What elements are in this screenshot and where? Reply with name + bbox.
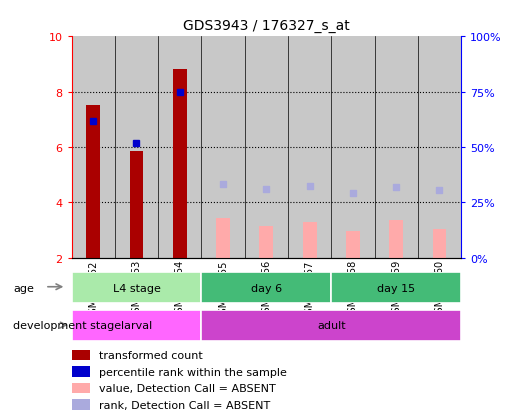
Bar — [115, 37, 158, 258]
Text: L4 stage: L4 stage — [112, 283, 161, 293]
Bar — [375, 37, 418, 258]
Text: value, Detection Call = ABSENT: value, Detection Call = ABSENT — [99, 383, 276, 393]
Text: day 15: day 15 — [377, 283, 415, 293]
Bar — [432, 229, 446, 258]
Bar — [303, 222, 316, 258]
Bar — [72, 37, 115, 258]
Text: percentile rank within the sample: percentile rank within the sample — [99, 367, 287, 377]
Bar — [245, 37, 288, 258]
Text: rank, Detection Call = ABSENT: rank, Detection Call = ABSENT — [99, 400, 270, 410]
Bar — [201, 310, 461, 341]
Bar — [418, 37, 461, 258]
Text: development stage: development stage — [13, 320, 121, 330]
Bar — [346, 232, 360, 258]
Bar — [201, 273, 331, 304]
Bar — [72, 399, 90, 410]
Bar — [72, 273, 201, 304]
Bar — [389, 221, 403, 258]
Bar — [331, 37, 375, 258]
Bar — [259, 226, 273, 258]
Bar — [72, 350, 90, 361]
Text: transformed count: transformed count — [99, 350, 202, 360]
Bar — [72, 366, 90, 377]
Text: day 6: day 6 — [251, 283, 282, 293]
Bar — [331, 273, 461, 304]
Bar — [173, 70, 187, 258]
Bar — [201, 37, 245, 258]
Title: GDS3943 / 176327_s_at: GDS3943 / 176327_s_at — [183, 19, 350, 33]
Bar — [129, 152, 144, 258]
Bar — [86, 106, 100, 258]
Bar — [72, 310, 201, 341]
Bar — [158, 37, 201, 258]
Text: larval: larval — [121, 320, 152, 330]
Text: age: age — [13, 283, 34, 293]
Bar — [72, 383, 90, 394]
Text: adult: adult — [317, 320, 346, 330]
Bar — [216, 218, 230, 258]
Bar — [288, 37, 331, 258]
